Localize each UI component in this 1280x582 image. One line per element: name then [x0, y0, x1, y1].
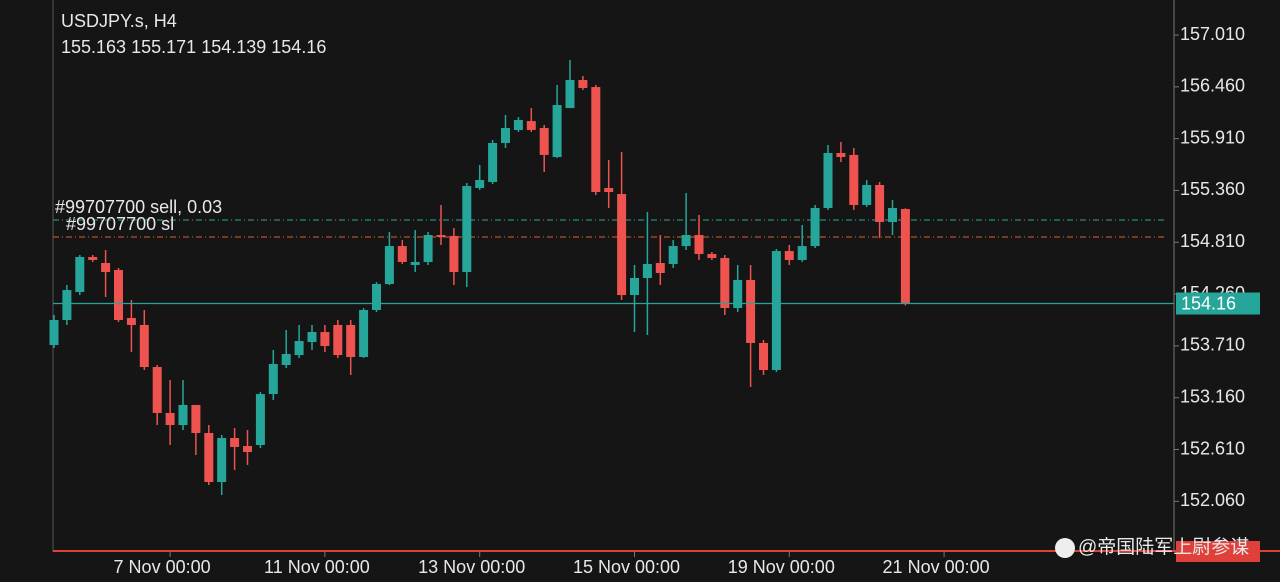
candle-body [539, 128, 549, 155]
candle-body [191, 404, 201, 434]
candle-body [307, 332, 317, 343]
candle-body [165, 412, 175, 426]
candle-body [513, 120, 523, 130]
candle-body [617, 194, 627, 296]
candle-body [642, 264, 652, 278]
candle-body [501, 128, 510, 143]
candle-body [62, 290, 72, 320]
candle-body [436, 235, 446, 238]
candle-body [268, 363, 278, 395]
candle-body [836, 152, 846, 158]
candle-body [320, 332, 330, 346]
y-tick-label: 152.060 [1180, 490, 1245, 510]
current-price-label: 154.16 [1181, 293, 1236, 313]
candle-body [771, 251, 781, 371]
candle-body [410, 261, 420, 265]
candle-body [746, 279, 756, 343]
x-tick-label: 11 Nov 00:00 [264, 557, 370, 577]
candle-body [114, 269, 123, 320]
candle-body [397, 246, 407, 262]
candle-body [243, 446, 252, 452]
candle-body [423, 235, 433, 262]
candle-body [888, 207, 897, 223]
candle-body [578, 79, 588, 88]
y-tick-label: 153.160 [1180, 386, 1245, 406]
candle-body [462, 186, 472, 273]
y-tick-label: 154.810 [1180, 231, 1245, 251]
candle-body [217, 438, 227, 483]
candle-body [488, 142, 498, 182]
candle-body [552, 105, 562, 158]
candle-body [849, 154, 859, 205]
watermark-icon [1055, 538, 1075, 558]
candle-body [759, 342, 768, 371]
candle-body [49, 319, 59, 346]
candle-body [823, 152, 833, 208]
header-high: 155.171 [131, 37, 196, 57]
x-tick-label: 13 Nov 00:00 [418, 557, 525, 577]
y-tick-label: 155.360 [1180, 179, 1245, 199]
candle-body [475, 180, 485, 189]
candle-body [681, 235, 691, 247]
order-label: #99707700 sl [66, 214, 174, 234]
y-tick-label: 156.460 [1180, 76, 1245, 96]
watermark: @帝国陆军上尉参谋 [1078, 536, 1249, 558]
candle-body [152, 366, 162, 413]
bottom-marker [1176, 541, 1260, 562]
order-label: #99707700 sell, 0.03 [55, 197, 222, 217]
candle-body [591, 87, 601, 192]
candle-body [565, 79, 575, 109]
candle-body [862, 185, 872, 205]
x-tick-label: 21 Nov 00:00 [883, 557, 990, 577]
header-low: 154.139 [201, 37, 266, 57]
candle-body [526, 121, 536, 130]
candle-body [810, 207, 820, 247]
candle-body [333, 324, 343, 356]
y-tick-label: 153.710 [1180, 335, 1245, 355]
y-tick-label: 155.910 [1180, 127, 1245, 147]
x-tick-label: 7 Nov 00:00 [114, 557, 211, 577]
candle-body [255, 394, 265, 445]
candle-body [372, 284, 381, 311]
current-price-box [1176, 292, 1260, 315]
x-tick-label: 15 Nov 00:00 [573, 557, 680, 577]
candle-body [359, 310, 369, 358]
candle-body [900, 209, 910, 304]
candle-body [101, 263, 111, 273]
ohlc-header: 155.163 155.171 154.139 154.16 [61, 37, 326, 57]
x-tick-label: 19 Nov 00:00 [728, 557, 835, 577]
candle-body [668, 246, 678, 265]
candle-body [875, 185, 885, 223]
header-open: 155.163 [61, 37, 126, 57]
candle-body [346, 324, 356, 358]
candle-body [178, 404, 188, 426]
candle-body [655, 263, 665, 273]
candle-body [733, 279, 743, 309]
candle-body [281, 353, 291, 366]
candle-body [707, 253, 717, 259]
candle-body [204, 433, 214, 483]
candle-body [384, 246, 394, 285]
header-close: 154.16 [271, 37, 326, 57]
candle-body [694, 235, 704, 254]
candle-body [75, 256, 85, 293]
y-tick-label: 157.010 [1180, 24, 1245, 44]
candle-body [294, 340, 304, 356]
candle-body [797, 246, 807, 260]
candle-body [784, 251, 794, 260]
candle-body [88, 256, 98, 260]
candle-body [630, 277, 639, 296]
y-tick-label: 152.610 [1180, 438, 1245, 458]
candle-body [139, 324, 149, 367]
candle-body [604, 188, 614, 192]
candle-body [230, 438, 240, 447]
candle-body [126, 318, 136, 325]
candle-body [720, 258, 730, 309]
candle-body [449, 235, 459, 273]
chart-title: USDJPY.s, H4 [61, 11, 177, 31]
